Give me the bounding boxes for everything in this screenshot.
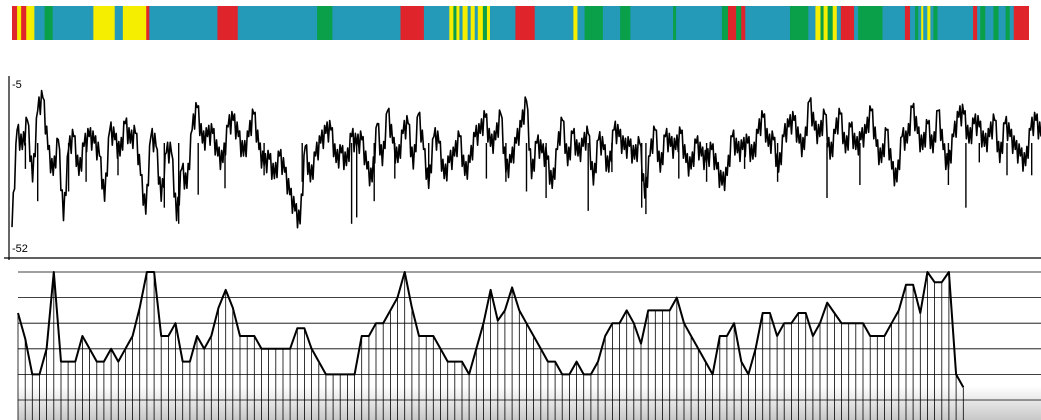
track-segment-green [721,6,729,40]
track-segment-blue [52,6,94,40]
track-segment-yellow [449,6,454,40]
track-segment-green [827,6,834,40]
y-tick-label-bottom: -52 [12,243,28,255]
track-segment-yellow [921,6,924,40]
track-segment-red [515,6,536,40]
track-segment-red [12,6,18,40]
track-segment-yellow [486,6,491,40]
track-segment-red [904,6,911,40]
track-segment-green [44,6,54,40]
track-segment-red [840,6,855,40]
track-segment-blue [149,6,218,40]
track-segment-yellow [832,6,838,40]
track-segment-green [482,6,488,40]
track-segment-green [1005,6,1011,40]
track-segment-yellow [815,6,821,40]
track-segment-green [453,6,457,40]
track-segment-green [736,6,742,40]
signal-line-chart: -5 -52 [4,76,1041,260]
track-segment-blue [910,6,916,40]
track-segment-green [993,6,999,40]
track-segment-yellow [462,6,469,40]
track-segment-red [741,6,746,40]
track-segment-blue [577,6,585,40]
track-segment-blue [237,6,318,40]
track-segment-blue [34,6,45,40]
track-segment-blue [489,6,516,40]
track-segment-green [858,6,883,40]
track-segment-red [146,6,150,40]
track-segment-green [915,6,919,40]
track-segment-green [820,6,824,40]
stepped-area-chart [17,271,1041,420]
track-segment-yellow [477,6,484,40]
track-segment-yellow [93,6,116,40]
track-segment-blue [630,6,674,40]
area-fill-band [18,386,1041,420]
track-segment-blue [467,6,472,40]
track-segment-red [217,6,239,40]
track-segment-yellow [927,6,931,40]
track-segment-blue [930,6,934,40]
track-segment-red [973,6,978,40]
track-segment-blue [882,6,906,40]
track-segment-blue [937,6,974,40]
track-segment-blue [332,6,401,40]
track-segment-yellow [456,6,460,40]
track-segment-yellow [26,6,35,40]
track-segment-blue [745,6,791,40]
area-stems [17,272,964,420]
track-segment-blue [977,6,981,40]
area-series-line [17,271,965,388]
track-segment-blue [114,6,124,40]
segment-track [12,6,1029,40]
track-segment-yellow [122,6,147,40]
signal-series-line [11,89,1041,229]
track-segment-blue [602,6,621,40]
track-segment-green [673,6,677,40]
track-segment-blue [474,6,479,40]
track-segment-blue [985,6,994,40]
track-segment-blue [918,6,922,40]
track-segment-yellow [17,6,22,40]
track-segment-green [980,6,986,40]
track-segment-red [727,6,737,40]
track-segment-green [933,6,938,40]
track-segment-blue [923,6,928,40]
track-segment-yellow [573,6,578,40]
track-segment-blue [423,6,450,40]
track-segment-red [1013,6,1029,40]
track-segment-red [400,6,425,40]
track-segment-blue [808,6,816,40]
area-gridlines [18,271,1041,401]
track-segment-green [620,6,631,40]
track-segment-blue [676,6,723,40]
track-segment-blue [836,6,842,40]
track-segment-yellow [823,6,829,40]
track-segment-blue [854,6,859,40]
track-segment-red [21,6,27,40]
track-segment-blue [534,6,574,40]
track-segment-blue [459,6,463,40]
y-tick-label-top: -5 [12,79,22,91]
track-segment-blue [998,6,1007,40]
track-segment-blue [1009,6,1015,40]
track-segment-yellow [470,6,476,40]
track-segment-green [317,6,333,40]
track-segment-green [790,6,809,40]
track-segment-green [584,6,604,40]
